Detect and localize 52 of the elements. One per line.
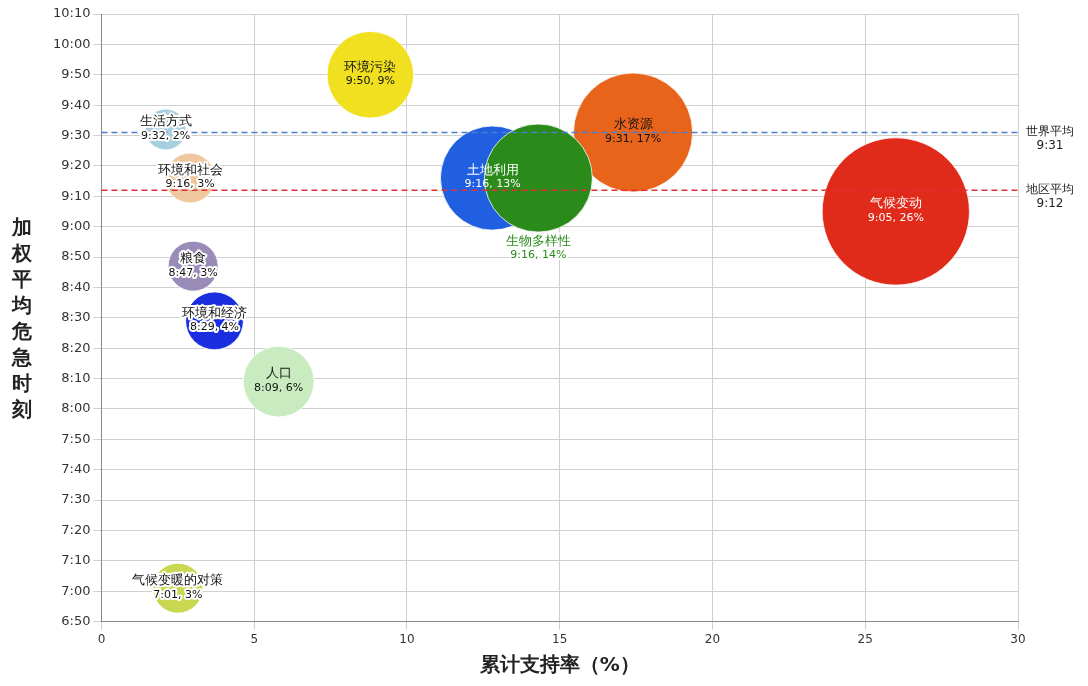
text: 9:31: [1036, 138, 1064, 153]
y-tick-label: 8:40: [61, 278, 91, 294]
data-label: 9:31, 17%: [604, 131, 662, 145]
data-label: 9:16, 3%: [165, 177, 215, 191]
series-label: 环境和社会: [157, 161, 223, 177]
series-label: 粮食: [180, 250, 207, 266]
x-tick-label: 5: [250, 631, 259, 646]
data-label: 7:01, 3%: [153, 587, 203, 601]
y-tick-label: 9:30: [61, 126, 91, 142]
y-tick-label: 9:40: [61, 96, 91, 112]
series-label: 人口: [265, 365, 292, 381]
data-label: 9:50, 9%: [345, 74, 395, 88]
y-tick-label: 7:40: [61, 461, 91, 477]
data-label: 9:32, 2%: [141, 128, 191, 142]
y-tick-label: 9:50: [61, 66, 91, 82]
data-label: 8:09, 6%: [254, 380, 304, 394]
y-tick-label: 7:00: [61, 582, 91, 598]
series-label: 气候变动: [869, 195, 922, 211]
data-label: 9:16, 14%: [510, 248, 567, 262]
data-label: 8:29, 4%: [189, 320, 240, 334]
y-tick-label: 7:30: [61, 491, 91, 507]
series-label: 水资源: [613, 116, 653, 132]
y-tick-label: 9:00: [61, 218, 91, 234]
text: 9:12: [1036, 196, 1064, 211]
y-tick-label: 8:30: [61, 309, 91, 325]
y-tick-label: 8:00: [61, 400, 91, 416]
data-label: 8:47, 3%: [168, 265, 218, 279]
y-tick-label: 7:50: [61, 430, 91, 446]
y-tick-label: 10:10: [53, 5, 91, 21]
y-tick-label: 9:10: [61, 187, 91, 203]
x-tick-label: 10: [399, 631, 415, 646]
y-tick-label: 7:20: [61, 521, 91, 537]
series-label: 环境污染: [344, 58, 397, 74]
y-tick-label: 9:20: [61, 157, 91, 173]
ref-line-label: 世界平均: [1026, 124, 1074, 139]
y-tick-label: 6:50: [61, 612, 91, 628]
data-label: 9:05, 26%: [867, 210, 924, 224]
y-tick-label: 7:10: [61, 552, 91, 568]
x-tick-label: 15: [552, 631, 568, 646]
x-tick-label: 0: [97, 631, 106, 646]
y-axis-title: 加权平均危急时刻: [11, 214, 33, 421]
x-tick-label: 20: [704, 631, 721, 646]
ref-line-label: 地区平均: [1025, 182, 1074, 197]
x-axis-title: 累计支持率（%）: [478, 652, 640, 677]
x-tick-label: 25: [857, 631, 873, 646]
x-tick-label: 30: [1010, 631, 1026, 646]
series-label: 生物多样性: [505, 232, 571, 248]
y-tick-label: 10:00: [53, 35, 91, 51]
y-tick-label: 8:50: [61, 248, 91, 264]
y-tick-label: 8:20: [61, 339, 91, 355]
series-label: 生活方式: [139, 113, 192, 129]
y-tick-label: 8:10: [61, 369, 91, 385]
